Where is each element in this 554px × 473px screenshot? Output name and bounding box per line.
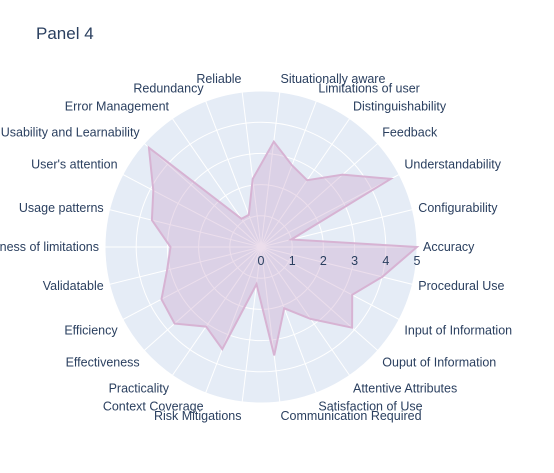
- series-area: [147, 139, 420, 356]
- grid-spoke: [260, 209, 413, 248]
- grid-spoke: [260, 246, 351, 376]
- category-label: Configurability: [418, 201, 498, 215]
- category-labels: Accuracy Configurability Understandability…: [0, 72, 512, 423]
- category-label: Limitations of user: [318, 82, 419, 96]
- grid-spoke: [205, 246, 262, 394]
- radial-tick-labels: 0 1 2 3 4 5: [258, 254, 421, 268]
- grid-spoke: [260, 246, 379, 351]
- grid-spoke: [260, 118, 351, 248]
- grid-spoke: [260, 174, 400, 248]
- category-label: Awareness of limitations: [0, 240, 99, 254]
- category-label: Context Coverage: [103, 400, 204, 414]
- category-label: Ouput of Information: [382, 355, 496, 369]
- radial-tick-label: 3: [351, 254, 358, 268]
- grid-spoke: [171, 246, 262, 376]
- grid-spoke: [260, 246, 317, 394]
- grid-spoke: [241, 92, 262, 248]
- grid-spoke: [241, 246, 262, 402]
- polar-grid: [104, 90, 418, 404]
- grid-spoke: [260, 100, 317, 248]
- category-label: Validatable: [43, 279, 104, 293]
- radial-tick-label: 0: [258, 254, 265, 268]
- category-label: Attentive Attributes: [353, 381, 457, 395]
- grid-spoke: [109, 209, 262, 248]
- category-label: Usage patterns: [19, 201, 104, 215]
- chart-title: Panel 4: [36, 24, 94, 43]
- grid-spoke: [260, 246, 281, 402]
- category-label: Effectiveness: [66, 355, 140, 369]
- grid-spoke: [143, 246, 262, 351]
- category-label: User's attention: [31, 158, 118, 172]
- grid-spoke: [109, 246, 262, 285]
- radial-tick-label: 2: [320, 254, 327, 268]
- radial-tick-label: 1: [289, 254, 296, 268]
- grid-spoke: [260, 143, 379, 248]
- category-label: Satisfaction of Use: [318, 400, 422, 414]
- grid-spoke: [205, 100, 262, 248]
- category-label: Redundancy: [133, 82, 204, 96]
- category-label: Accuracy: [423, 240, 475, 254]
- category-label: Procedural Use: [418, 279, 504, 293]
- category-label: Error Management: [65, 100, 170, 114]
- category-label: Situationally aware: [281, 72, 386, 86]
- grid-spoke: [260, 246, 413, 285]
- category-label: Efficiency: [64, 323, 118, 337]
- category-label: Distinguishability: [353, 100, 447, 114]
- grid-spoke: [171, 118, 262, 248]
- category-label: Risk Mitigations: [154, 409, 242, 423]
- grid-spoke: [143, 143, 262, 248]
- grid-spoke: [122, 174, 262, 248]
- category-label: Reliable: [196, 72, 241, 86]
- category-label: Input of Information: [404, 323, 512, 337]
- category-label: Feedback: [382, 126, 438, 140]
- radial-tick-label: 5: [414, 254, 421, 268]
- category-label: Communication Required: [281, 409, 422, 423]
- category-label: Understandability: [404, 158, 501, 172]
- grid-spoke: [260, 92, 281, 248]
- category-label: Usability and Learnability: [1, 126, 141, 140]
- grid-spoke: [122, 246, 262, 320]
- radial-tick-label: 4: [382, 254, 389, 268]
- grid-spoke: [260, 246, 400, 320]
- category-label: Practicality: [109, 381, 170, 395]
